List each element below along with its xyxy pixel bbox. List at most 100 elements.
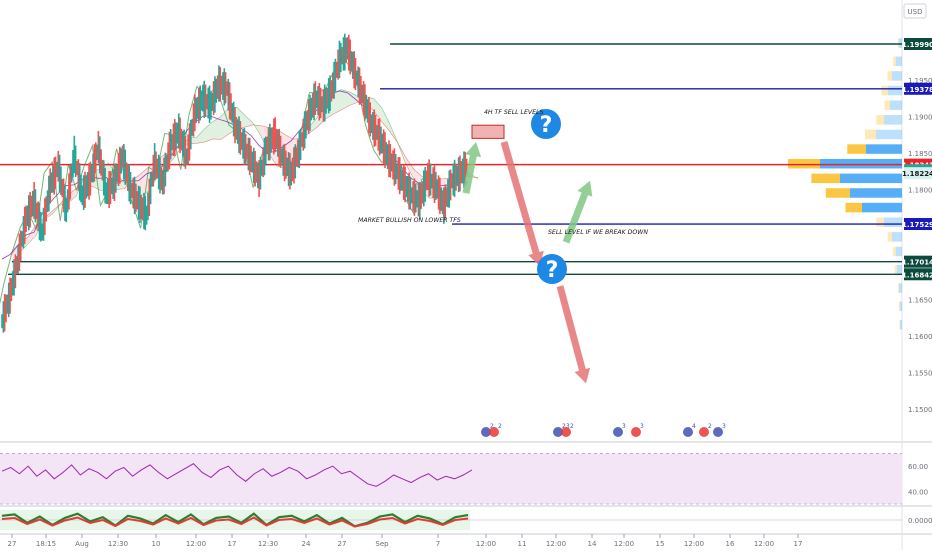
volume-profile-bar: [840, 173, 902, 184]
y-tick-label: 1.19500: [908, 77, 932, 85]
volume-profile-bar: [876, 217, 884, 227]
ichimoku-cloud-segment: [204, 121, 213, 142]
event-count: 3: [640, 423, 644, 430]
x-tick-label: 11: [518, 540, 527, 548]
price-level-label: 1.17529: [902, 221, 932, 229]
projection-arrow: [462, 142, 482, 194]
volume-profile-bar: [894, 265, 897, 275]
volume-profile-bar: [811, 173, 840, 184]
event-icon[interactable]: [713, 427, 723, 437]
volume-profile-bar: [898, 301, 900, 312]
event-icon[interactable]: [683, 427, 693, 437]
event-icon[interactable]: [489, 427, 499, 437]
event-count: 4: [692, 423, 696, 430]
volume-profile-bar: [893, 56, 896, 67]
x-tick-label: 12:00: [546, 540, 566, 548]
x-tick-label: 7: [436, 540, 440, 548]
ichimoku-cloud-segment: [341, 89, 350, 110]
volume-profile-bar: [899, 319, 900, 330]
ichimoku-cloud-segment: [309, 117, 318, 134]
osc-tick-label: 0.00000: [908, 517, 932, 525]
price-level-label: 1.19990: [902, 41, 932, 49]
volume-profile-bar: [887, 71, 892, 81]
question-mark: ?: [540, 113, 553, 138]
y-tick-label: 1.15000: [908, 406, 932, 414]
annotation-text: MARKET BULLISH ON LOWER TFS: [358, 217, 461, 224]
event-count: 2: [490, 423, 494, 430]
volume-profile-bar: [897, 283, 899, 293]
volume-profile-bar: [900, 319, 902, 330]
question-mark: ?: [546, 258, 559, 283]
question-circle: [531, 109, 561, 139]
event-icon[interactable]: [699, 427, 709, 437]
projection-arrow: [556, 285, 591, 384]
x-tick-label: 15: [656, 540, 665, 548]
volume-profile-bar: [825, 188, 850, 198]
volume-profile-bar: [892, 71, 902, 81]
price-level-label: 1.17014: [902, 259, 932, 267]
volume-profile-bar: [884, 217, 902, 227]
volume-profile-bar: [884, 100, 890, 110]
event-icon[interactable]: [553, 427, 563, 437]
volume-profile-bar: [896, 246, 902, 257]
volume-profile-bar: [890, 100, 902, 110]
volume-profile-bar: [865, 129, 876, 140]
ichimoku-cloud-segment: [381, 107, 390, 132]
x-tick-label: 12:00: [186, 540, 206, 548]
volume-profile-bar: [900, 301, 902, 312]
ichimoku-cloud-segment: [220, 107, 229, 140]
ichimoku-cloud-segment: [196, 128, 205, 144]
event-icon[interactable]: [481, 427, 491, 437]
event-icon[interactable]: [613, 427, 623, 437]
volume-profile-bar: [884, 115, 902, 125]
volume-profile-bar: [862, 202, 902, 213]
volume-profile-bar: [897, 38, 899, 48]
volume-profile-bar: [888, 85, 902, 96]
x-tick-label: 24: [302, 540, 311, 548]
x-tick-label: 14: [588, 540, 597, 548]
event-count: 2: [570, 423, 574, 430]
x-tick-label: 17: [794, 540, 803, 548]
ichimoku-cloud-segment: [333, 89, 342, 115]
event-icon[interactable]: [631, 427, 641, 437]
price-level-tag: [904, 268, 932, 281]
currency-badge[interactable]: [903, 3, 927, 19]
y-tick-label: 1.18000: [908, 187, 932, 195]
price-tag-label: 1.18224: [902, 170, 932, 178]
x-tick-label: 18:15: [36, 540, 56, 548]
event-count: 23: [562, 423, 570, 430]
event-count: 3: [622, 423, 626, 430]
x-tick-label: Sep: [375, 540, 389, 548]
volume-profile-bar: [892, 232, 902, 242]
event-icon[interactable]: [561, 427, 571, 437]
osc-line-green: [1, 512, 469, 528]
x-tick-label: Aug: [75, 540, 89, 548]
rsi-tick-label: 60.00: [908, 463, 928, 471]
volume-profile-bar: [866, 144, 902, 154]
volume-profile-bar: [897, 265, 902, 275]
y-tick-label: 1.19000: [908, 113, 932, 121]
x-tick-label: 27: [338, 540, 347, 548]
ichimoku-cloud-segment: [212, 116, 221, 140]
volume-profile-bar: [847, 144, 866, 154]
x-tick-label: 12:00: [614, 540, 634, 548]
volume-profile-bar: [850, 188, 902, 198]
price-level-tag: [904, 218, 932, 231]
projection-arrow: [500, 141, 544, 267]
rsi-line: [1, 463, 473, 487]
y-tick-label: 1.16500: [908, 296, 932, 304]
rsi-band: [0, 453, 902, 504]
ichimoku-cloud-segment: [245, 115, 254, 128]
annotation-text: 4H TF SELL LEVELS: [484, 109, 544, 116]
x-tick-label: 27: [8, 540, 17, 548]
x-tick-label: 12:30: [108, 540, 128, 548]
price-level-label: 1.16842: [902, 271, 932, 279]
volume-profile-bar: [788, 158, 820, 169]
x-tick-label: 17: [228, 540, 237, 548]
volume-profile-bar: [896, 56, 902, 67]
volume-profile-bar: [881, 85, 888, 96]
x-tick-label: 12:30: [258, 540, 278, 548]
projection-arrow: [562, 180, 593, 244]
